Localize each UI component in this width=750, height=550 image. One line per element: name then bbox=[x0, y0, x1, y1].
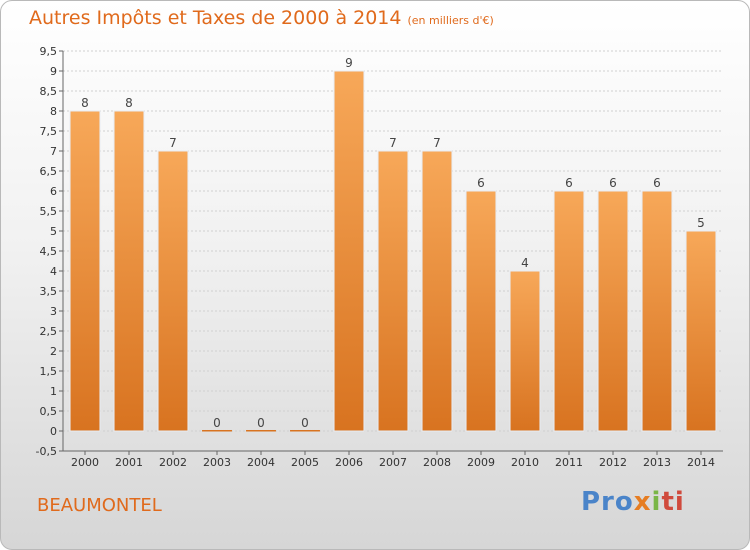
y-tick-label: 7,5 bbox=[40, 125, 58, 138]
bar bbox=[553, 190, 585, 432]
y-tick-label: 2 bbox=[50, 345, 57, 358]
axes: -0,5 0 0,5 1 1,5 2 2,5 3 3,5 4 4,5 5 5,5 6 6,5 7 7,5 8 8,5… bbox=[36, 45, 723, 469]
y-tick-label: 3 bbox=[50, 305, 57, 318]
value-label: 6 bbox=[609, 176, 617, 190]
x-tick-label: 2008 bbox=[423, 456, 451, 469]
value-label: 0 bbox=[213, 416, 221, 430]
value-label: 6 bbox=[565, 176, 573, 190]
bars bbox=[69, 70, 717, 432]
y-tick-label: 1 bbox=[50, 385, 57, 398]
y-tick-label: 5,5 bbox=[40, 205, 58, 218]
value-label: 5 bbox=[697, 216, 705, 230]
bar bbox=[246, 430, 276, 432]
y-tick-label: 6 bbox=[50, 185, 57, 198]
title-unit: (en milliers d'€) bbox=[407, 14, 494, 27]
y-tick-label: 7 bbox=[50, 145, 57, 158]
value-label: 4 bbox=[521, 256, 529, 270]
chart-title: Autres Impôts et Taxes de 2000 à 2014 (en… bbox=[29, 7, 494, 29]
bar bbox=[113, 110, 145, 432]
y-tick-label: -0,5 bbox=[36, 445, 57, 458]
y-tick-label: 6,5 bbox=[40, 165, 58, 178]
x-tick-label: 2009 bbox=[467, 456, 495, 469]
y-tick-label: 8,5 bbox=[40, 85, 58, 98]
x-tick-label: 2000 bbox=[71, 456, 99, 469]
bar bbox=[157, 150, 189, 432]
bar bbox=[202, 430, 232, 432]
x-tick-label: 2005 bbox=[291, 456, 319, 469]
value-label: 7 bbox=[169, 136, 177, 150]
y-tick-label: 0,5 bbox=[40, 405, 58, 418]
y-tick-label: 9 bbox=[50, 65, 57, 78]
x-tick-label: 2013 bbox=[643, 456, 671, 469]
x-tick-label: 2014 bbox=[687, 456, 715, 469]
x-tick-label: 2004 bbox=[247, 456, 275, 469]
value-label: 0 bbox=[301, 416, 309, 430]
value-labels: 8 8 7 0 0 0 9 7 7 6 4 6 6 6 5 bbox=[81, 56, 705, 430]
title-text: Autres Impôts et Taxes de 2000 à 2014 bbox=[29, 7, 402, 29]
bar bbox=[69, 110, 101, 432]
value-label: 6 bbox=[653, 176, 661, 190]
y-tick-label: 8 bbox=[50, 105, 57, 118]
y-tick-label: 5 bbox=[50, 225, 57, 238]
value-label: 8 bbox=[81, 96, 89, 110]
y-tick-label: 4,5 bbox=[40, 245, 58, 258]
value-label: 0 bbox=[257, 416, 265, 430]
x-tick-label: 2012 bbox=[599, 456, 627, 469]
bar bbox=[421, 150, 453, 432]
x-tick-label: 2003 bbox=[203, 456, 231, 469]
bar bbox=[377, 150, 409, 432]
value-label: 7 bbox=[433, 136, 441, 150]
value-label: 7 bbox=[389, 136, 397, 150]
x-tick-label: 2007 bbox=[379, 456, 407, 469]
x-tick-label: 2010 bbox=[511, 456, 539, 469]
value-label: 6 bbox=[477, 176, 485, 190]
bar bbox=[290, 430, 320, 432]
x-tick-label: 2006 bbox=[335, 456, 363, 469]
proxiti-logo: Proxiti bbox=[581, 487, 685, 517]
bar bbox=[333, 70, 365, 432]
y-tick-label: 2,5 bbox=[40, 325, 58, 338]
y-tick-label: 4 bbox=[50, 265, 57, 278]
y-tick-label: 0 bbox=[50, 425, 57, 438]
y-tick-label: 1,5 bbox=[40, 365, 58, 378]
y-tick-label: 9,5 bbox=[40, 45, 58, 58]
commune-name: BEAUMONTEL bbox=[37, 495, 162, 516]
bar bbox=[641, 190, 673, 432]
value-label: 8 bbox=[125, 96, 133, 110]
x-tick-label: 2001 bbox=[115, 456, 143, 469]
bar bbox=[685, 230, 717, 432]
bar bbox=[597, 190, 629, 432]
y-tick-label: 3,5 bbox=[40, 285, 58, 298]
x-tick-label: 2011 bbox=[555, 456, 583, 469]
value-label: 9 bbox=[345, 56, 353, 70]
bar bbox=[465, 190, 497, 432]
x-tick-label: 2002 bbox=[159, 456, 187, 469]
bar bbox=[509, 270, 541, 432]
